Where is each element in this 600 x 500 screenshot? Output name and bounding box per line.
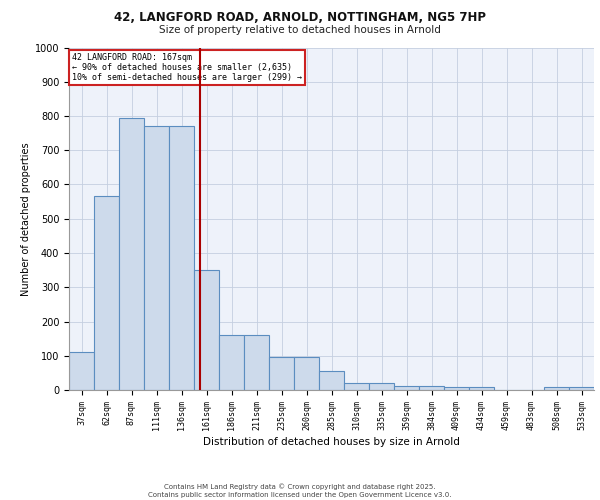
Bar — [269, 358, 294, 390]
X-axis label: Distribution of detached houses by size in Arnold: Distribution of detached houses by size … — [203, 436, 460, 446]
Bar — [169, 126, 194, 390]
Bar — [294, 358, 319, 390]
Bar — [369, 383, 394, 390]
Y-axis label: Number of detached properties: Number of detached properties — [20, 142, 31, 296]
Bar — [319, 371, 344, 390]
Bar — [194, 270, 219, 390]
Bar — [544, 388, 569, 390]
Text: 42, LANGFORD ROAD, ARNOLD, NOTTINGHAM, NG5 7HP: 42, LANGFORD ROAD, ARNOLD, NOTTINGHAM, N… — [114, 11, 486, 24]
Bar — [144, 126, 169, 390]
Bar — [419, 386, 444, 390]
Bar — [394, 386, 419, 390]
Bar — [219, 335, 244, 390]
Bar — [69, 352, 94, 390]
Bar — [344, 383, 369, 390]
Bar — [569, 388, 594, 390]
Bar — [94, 196, 119, 390]
Bar — [244, 335, 269, 390]
Bar — [469, 388, 494, 390]
Text: Size of property relative to detached houses in Arnold: Size of property relative to detached ho… — [159, 25, 441, 35]
Text: 42 LANGFORD ROAD: 167sqm
← 90% of detached houses are smaller (2,635)
10% of sem: 42 LANGFORD ROAD: 167sqm ← 90% of detach… — [71, 52, 302, 82]
Text: Contains HM Land Registry data © Crown copyright and database right 2025.
Contai: Contains HM Land Registry data © Crown c… — [148, 483, 452, 498]
Bar — [119, 118, 144, 390]
Bar — [444, 388, 469, 390]
